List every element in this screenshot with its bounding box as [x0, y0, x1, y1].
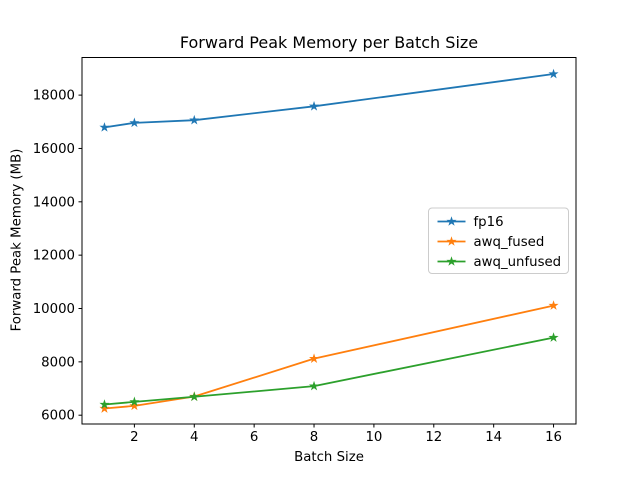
series-line-awq_fused: [103, 304, 555, 410]
legend-label-fp16: fp16: [474, 215, 504, 230]
series-marker-awq_fused: [308, 353, 320, 363]
x-tick-label: 12: [425, 430, 442, 445]
chart-title: Forward Peak Memory per Batch Size: [179, 33, 479, 52]
legend-label-awq_unfused: awq_unfused: [474, 255, 562, 270]
series-marker-awq_fused: [548, 300, 559, 310]
y-tick-label: 6000: [41, 409, 75, 424]
series-marker-awq_unfused: [99, 399, 110, 409]
y-tick-label: 12000: [33, 249, 75, 264]
series-marker-awq_unfused: [129, 396, 140, 407]
series-marker-awq_unfused: [308, 380, 320, 391]
legend-box: [428, 207, 569, 274]
series-marker-awq_unfused: [189, 391, 200, 402]
x-axis-label: Batch Size: [294, 450, 364, 465]
x-tick-label: 16: [545, 430, 562, 445]
x-tick-label: 8: [310, 430, 318, 445]
y-tick-label: 16000: [33, 142, 75, 157]
series-marker-fp16: [129, 117, 140, 128]
y-tick-label: 14000: [33, 195, 75, 210]
x-tick-label: 2: [130, 430, 138, 445]
series-marker-awq_fused: [129, 400, 140, 411]
x-tick-label: 4: [190, 430, 198, 445]
y-tick-label: 10000: [33, 302, 75, 317]
series-line-awq_unfused: [103, 336, 555, 406]
series-marker-fp16: [99, 122, 110, 132]
series-marker-awq_unfused: [548, 332, 559, 342]
y-tick-label: 8000: [41, 355, 75, 370]
x-tick-label: 14: [485, 430, 502, 445]
plot-frame: [81, 57, 577, 425]
legend-marker-awq_unfused: [446, 256, 457, 266]
x-tick-label: 6: [250, 430, 258, 445]
series-marker-fp16: [189, 114, 200, 125]
series-marker-fp16: [308, 101, 320, 111]
y-tick-label: 18000: [33, 89, 75, 104]
series-marker-fp16: [548, 68, 559, 79]
legend-marker-fp16: [446, 216, 457, 226]
legend-marker-awq_fused: [446, 236, 457, 246]
series-line-fp16: [103, 73, 555, 129]
legend-label-awq_fused: awq_fused: [474, 235, 545, 250]
x-tick-label: 10: [365, 430, 382, 445]
series-marker-awq_fused: [99, 403, 110, 413]
